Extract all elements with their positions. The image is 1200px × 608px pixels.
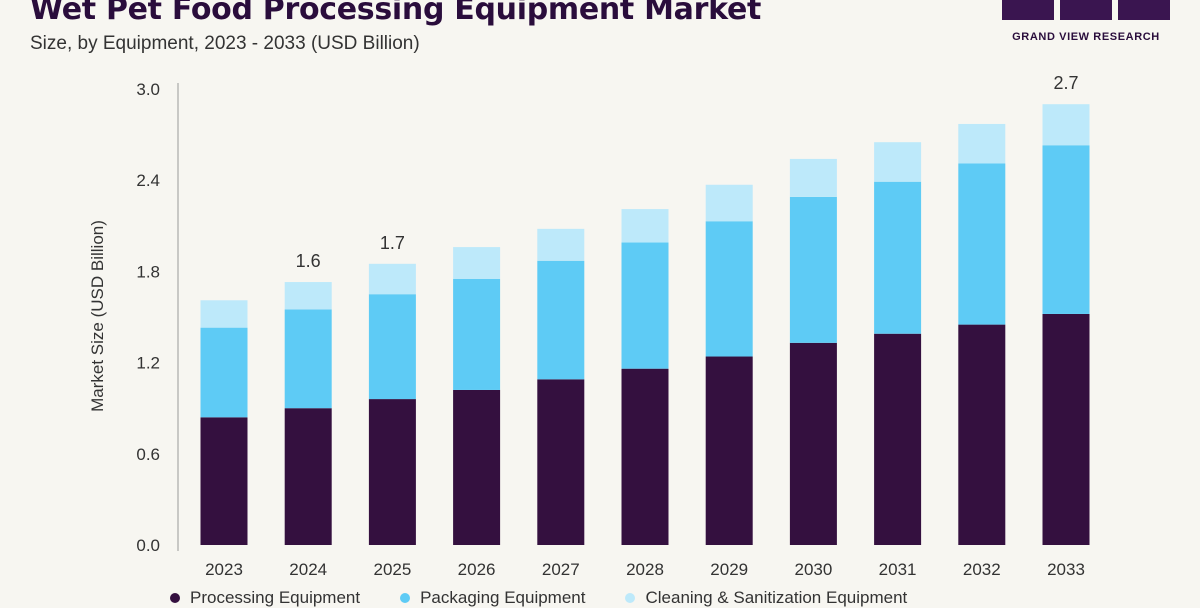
- y-tick-label: 3.0: [136, 80, 160, 99]
- y-tick-label: 1.8: [136, 262, 160, 281]
- logo-block-right: [1118, 0, 1170, 20]
- brand-logo: GRAND VIEW RESEARCH: [1000, 0, 1172, 46]
- data-label-2025: 1.7: [380, 233, 405, 253]
- x-tick-label: 2028: [626, 560, 664, 579]
- x-tick-label: 2029: [710, 560, 748, 579]
- legend-label: Packaging Equipment: [420, 588, 586, 607]
- y-axis: 0.0 0.6 1.2 1.8 2.4 3.0: [136, 80, 179, 555]
- legend-item: Cleaning & Sanitization Equipment: [625, 588, 907, 608]
- bar-2030-packaging-equipment: [789, 196, 837, 343]
- bar-2030-cleaning-sanitization-equipment: [789, 158, 837, 197]
- bar-2033-processing-equipment: [1042, 313, 1090, 545]
- legend-label: Cleaning & Sanitization Equipment: [645, 588, 908, 607]
- bar-2029-processing-equipment: [705, 356, 753, 545]
- x-tick-label: 2030: [794, 560, 832, 579]
- bar-2023-packaging-equipment: [200, 327, 248, 418]
- bar-2024-packaging-equipment: [284, 309, 332, 409]
- bar-2023-cleaning-sanitization-equipment: [200, 300, 248, 328]
- x-tick-label: 2026: [458, 560, 496, 579]
- bars-group: 1.6 1.7 2.7: [200, 73, 1090, 545]
- legend-item: Packaging Equipment: [400, 588, 585, 608]
- bar-2027-packaging-equipment: [537, 260, 585, 380]
- bar-2027-cleaning-sanitization-equipment: [537, 228, 585, 261]
- bar-2023-processing-equipment: [200, 417, 248, 545]
- legend-swatch: [400, 593, 411, 603]
- bar-2031-packaging-equipment: [874, 181, 922, 334]
- data-label-2024: 1.6: [296, 251, 321, 271]
- bar-2028-cleaning-sanitization-equipment: [621, 209, 669, 243]
- y-tick-label: 0.6: [136, 445, 160, 464]
- data-label-2033: 2.7: [1053, 73, 1078, 93]
- bar-2032-processing-equipment: [958, 324, 1006, 545]
- legend: Processing Equipment Packaging Equipment C…: [170, 588, 907, 608]
- y-tick-label: 1.2: [136, 354, 160, 373]
- bar-2028-processing-equipment: [621, 368, 669, 545]
- y-axis-label: Market Size (USD Billion): [88, 220, 107, 412]
- bar-2027-processing-equipment: [537, 379, 585, 545]
- chart-subtitle: Size, by Equipment, 2023 - 2033 (USD Bil…: [30, 33, 420, 54]
- bar-2032-cleaning-sanitization-equipment: [958, 123, 1006, 164]
- logo-block-center: [1060, 0, 1112, 20]
- bar-2026-cleaning-sanitization-equipment: [453, 247, 501, 279]
- x-axis: 2023 2024 2025 2026 2027 2028 2029 2030 2031 2032…: [205, 560, 1085, 579]
- bar-2033-cleaning-sanitization-equipment: [1042, 104, 1090, 146]
- bar-2025-processing-equipment: [368, 399, 416, 545]
- x-tick-label: 2025: [373, 560, 411, 579]
- brand-name: GRAND VIEW RESEARCH: [1012, 31, 1160, 43]
- x-tick-label: 2027: [542, 560, 580, 579]
- bar-2029-packaging-equipment: [705, 221, 753, 357]
- legend-swatch: [625, 593, 636, 603]
- bar-2031-cleaning-sanitization-equipment: [874, 142, 922, 182]
- bar-2032-packaging-equipment: [958, 163, 1006, 325]
- x-tick-label: 2024: [289, 560, 327, 579]
- logo-block-left: [1002, 0, 1054, 20]
- x-tick-label: 2033: [1047, 560, 1085, 579]
- x-tick-label: 2023: [205, 560, 243, 579]
- bar-2025-cleaning-sanitization-equipment: [368, 263, 416, 295]
- bar-2026-packaging-equipment: [453, 279, 501, 390]
- bar-2024-cleaning-sanitization-equipment: [284, 282, 332, 310]
- legend-swatch: [170, 593, 180, 603]
- chart-title: Wet Pet Food Processing Equipment Market: [30, 0, 762, 27]
- y-tick-label: 2.4: [136, 171, 160, 190]
- bar-2025-packaging-equipment: [368, 294, 416, 400]
- bar-2031-processing-equipment: [874, 333, 922, 545]
- bar-2030-processing-equipment: [789, 342, 837, 545]
- bar-2024-processing-equipment: [284, 408, 332, 545]
- bar-2033-packaging-equipment: [1042, 145, 1090, 314]
- legend-item: Processing Equipment: [170, 588, 360, 608]
- x-tick-label: 2031: [879, 560, 917, 579]
- bar-2026-processing-equipment: [453, 389, 501, 545]
- bar-2029-cleaning-sanitization-equipment: [705, 184, 753, 222]
- x-tick-label: 2032: [963, 560, 1001, 579]
- legend-label: Processing Equipment: [190, 588, 361, 607]
- y-tick-label: 0.0: [136, 536, 160, 555]
- bar-2028-packaging-equipment: [621, 242, 669, 369]
